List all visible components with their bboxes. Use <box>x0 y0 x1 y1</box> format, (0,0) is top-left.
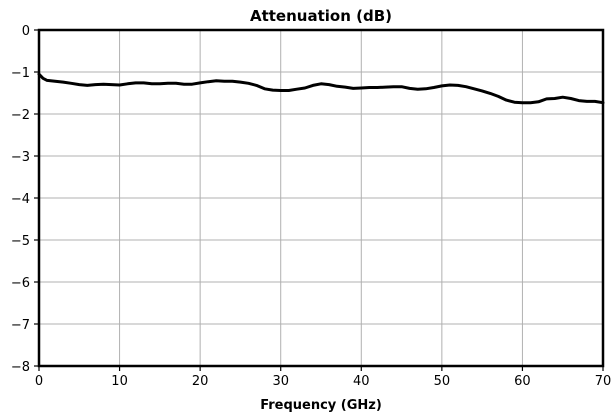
x-tick-label: 50 <box>434 374 451 389</box>
y-tick-label: −7 <box>11 318 30 333</box>
x-tick-label: 60 <box>514 374 531 389</box>
x-tick-label: 10 <box>111 374 128 389</box>
y-tick-labels: 0 −1 −2 −3 −4 −5 −6 −7 −8 <box>11 24 30 375</box>
x-tick-label: 0 <box>35 374 43 389</box>
x-tick-label: 20 <box>192 374 209 389</box>
x-tick-label: 30 <box>272 374 289 389</box>
x-tick-label: 70 <box>595 374 612 389</box>
y-tick-label: −4 <box>11 192 30 207</box>
y-tick-label: 0 <box>22 24 30 39</box>
y-tick-label: −2 <box>11 108 30 123</box>
y-tick-label: −6 <box>11 276 30 291</box>
y-tick-label: −1 <box>11 66 30 81</box>
series-group <box>37 72 605 105</box>
attenuation-series-line <box>37 72 605 105</box>
grid-lines <box>38 29 604 367</box>
x-tick-label: 40 <box>353 374 370 389</box>
x-tick-labels: 0 10 20 30 40 50 60 70 <box>35 374 611 389</box>
x-axis-label: Frequency (GHz) <box>260 398 382 413</box>
y-tick-label: −5 <box>11 234 30 249</box>
y-tick-label: −3 <box>11 150 30 165</box>
chart-title: Attenuation (dB) <box>250 7 392 25</box>
y-tick-label: −8 <box>11 360 30 375</box>
plot-frame <box>37 28 605 368</box>
